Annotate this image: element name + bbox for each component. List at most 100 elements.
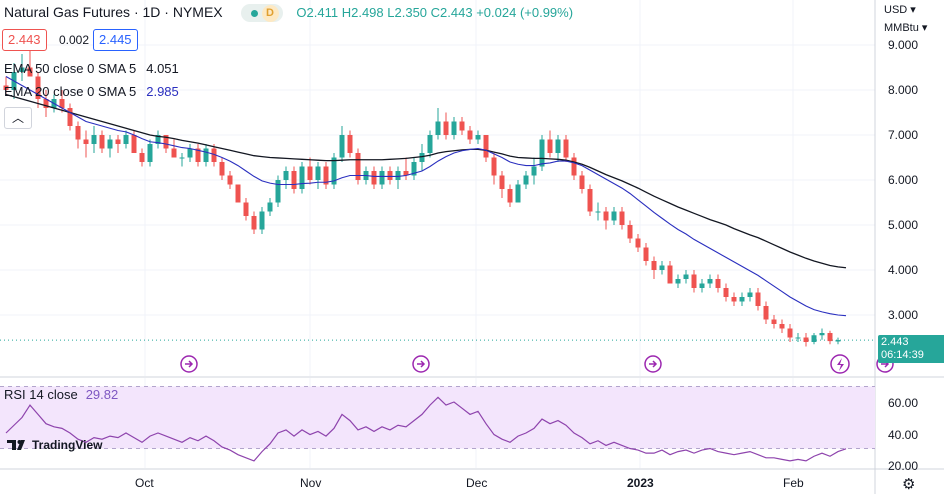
sell-price-button[interactable]: 2.443	[2, 29, 47, 51]
buy-price-button[interactable]: 2.445	[93, 29, 138, 51]
candle	[219, 157, 225, 180]
candle	[523, 171, 529, 189]
candle	[83, 130, 89, 158]
time-tick: Dec	[466, 476, 488, 490]
candle	[195, 144, 201, 167]
tradingview-logo-icon	[7, 440, 25, 450]
spread-value: 0.002	[59, 33, 90, 47]
chevron-down-icon: ▾	[910, 4, 916, 16]
candle	[467, 126, 473, 144]
candle	[187, 144, 193, 162]
currency-selector[interactable]: USD ▾	[884, 3, 916, 16]
ema20-legend[interactable]: EMA 20 close 0 SMA 5 2.985	[4, 84, 179, 99]
rsi-tick: 60.00	[888, 396, 919, 410]
candle	[235, 184, 241, 203]
candle	[571, 153, 577, 180]
candle	[451, 117, 457, 140]
currency-label: USD	[884, 4, 908, 16]
candle	[259, 207, 265, 234]
candle	[803, 333, 809, 347]
rsi-band	[0, 386, 875, 449]
candle	[387, 166, 393, 185]
price-tick: 7.000	[888, 128, 919, 142]
candle	[283, 166, 289, 189]
candle	[331, 153, 337, 189]
candle	[147, 139, 153, 167]
candle	[435, 108, 441, 140]
candle	[611, 207, 617, 225]
rsi-value: 29.82	[85, 387, 119, 402]
candle	[91, 126, 97, 153]
candle	[795, 333, 801, 342]
units-selector[interactable]: MMBtu ▾	[884, 21, 927, 34]
ema50-legend[interactable]: EMA 50 close 0 SMA 5 4.051	[4, 61, 179, 76]
candle	[635, 234, 641, 252]
close-value: C2.443	[430, 5, 473, 20]
candle	[243, 198, 249, 221]
candle	[299, 162, 305, 194]
time-tick: 2023	[627, 476, 654, 490]
candle	[667, 261, 673, 284]
symbol-header: Natural Gas Futures · 1D · NYMEX D O2.41…	[4, 4, 573, 22]
candle	[427, 130, 433, 158]
candle	[379, 166, 385, 189]
candle	[563, 135, 569, 162]
candle	[819, 328, 825, 340]
candle	[707, 274, 713, 288]
candle	[347, 130, 353, 158]
last-price-label: 2.443 06:14:39	[878, 335, 944, 363]
candle	[115, 135, 121, 153]
candle	[67, 103, 73, 131]
time-tick: Nov	[300, 476, 322, 490]
candle	[275, 175, 281, 207]
candle	[515, 180, 521, 203]
candle	[107, 135, 113, 158]
ema50-value: 4.051	[146, 61, 179, 76]
candle	[267, 198, 273, 216]
candle	[747, 288, 753, 302]
market-status[interactable]: D	[240, 4, 283, 22]
symbol-title[interactable]: Natural Gas Futures · 1D · NYMEX	[4, 4, 223, 20]
tradingview-logo[interactable]: TradingView	[6, 438, 102, 452]
candle	[411, 157, 417, 180]
arrow-right-icon	[417, 360, 426, 368]
collapse-legend-button[interactable]: ︿	[4, 107, 32, 129]
candle	[675, 274, 681, 288]
rsi-tick: 40.00	[888, 428, 919, 442]
candle	[491, 153, 497, 185]
candle	[683, 270, 689, 284]
lightning-icon	[837, 358, 844, 371]
candle	[755, 288, 761, 311]
candle	[251, 211, 257, 234]
candle	[323, 162, 329, 189]
candle	[619, 207, 625, 230]
candle	[587, 184, 593, 216]
candle	[811, 333, 817, 345]
candle	[211, 144, 217, 167]
candle	[123, 130, 129, 149]
price-tick: 9.000	[888, 38, 919, 52]
candle	[155, 130, 161, 149]
candle	[787, 324, 793, 342]
candle	[227, 171, 233, 189]
candle	[643, 243, 649, 266]
rsi-label: RSI 14 close	[4, 387, 78, 402]
price-tick: 4.000	[888, 263, 919, 277]
logo-text: TradingView	[32, 438, 103, 452]
candle	[179, 153, 185, 167]
chevron-up-icon: ︿	[11, 111, 24, 125]
candle	[531, 157, 537, 185]
delayed-badge: D	[261, 4, 279, 22]
last-price-value: 2.443	[881, 336, 909, 348]
candle	[507, 184, 513, 207]
open-value: O2.411	[296, 5, 339, 20]
ohlc-values: O2.411 H2.498 L2.350 C2.443 +0.024 (+0.9…	[296, 5, 573, 20]
price-tick: 8.000	[888, 83, 919, 97]
candle	[355, 148, 361, 185]
arrow-right-icon	[649, 360, 658, 368]
rsi-legend[interactable]: RSI 14 close 29.82	[4, 387, 118, 402]
candle	[627, 220, 633, 243]
settings-gear-icon[interactable]: ⚙	[902, 476, 916, 493]
candle	[43, 90, 49, 117]
